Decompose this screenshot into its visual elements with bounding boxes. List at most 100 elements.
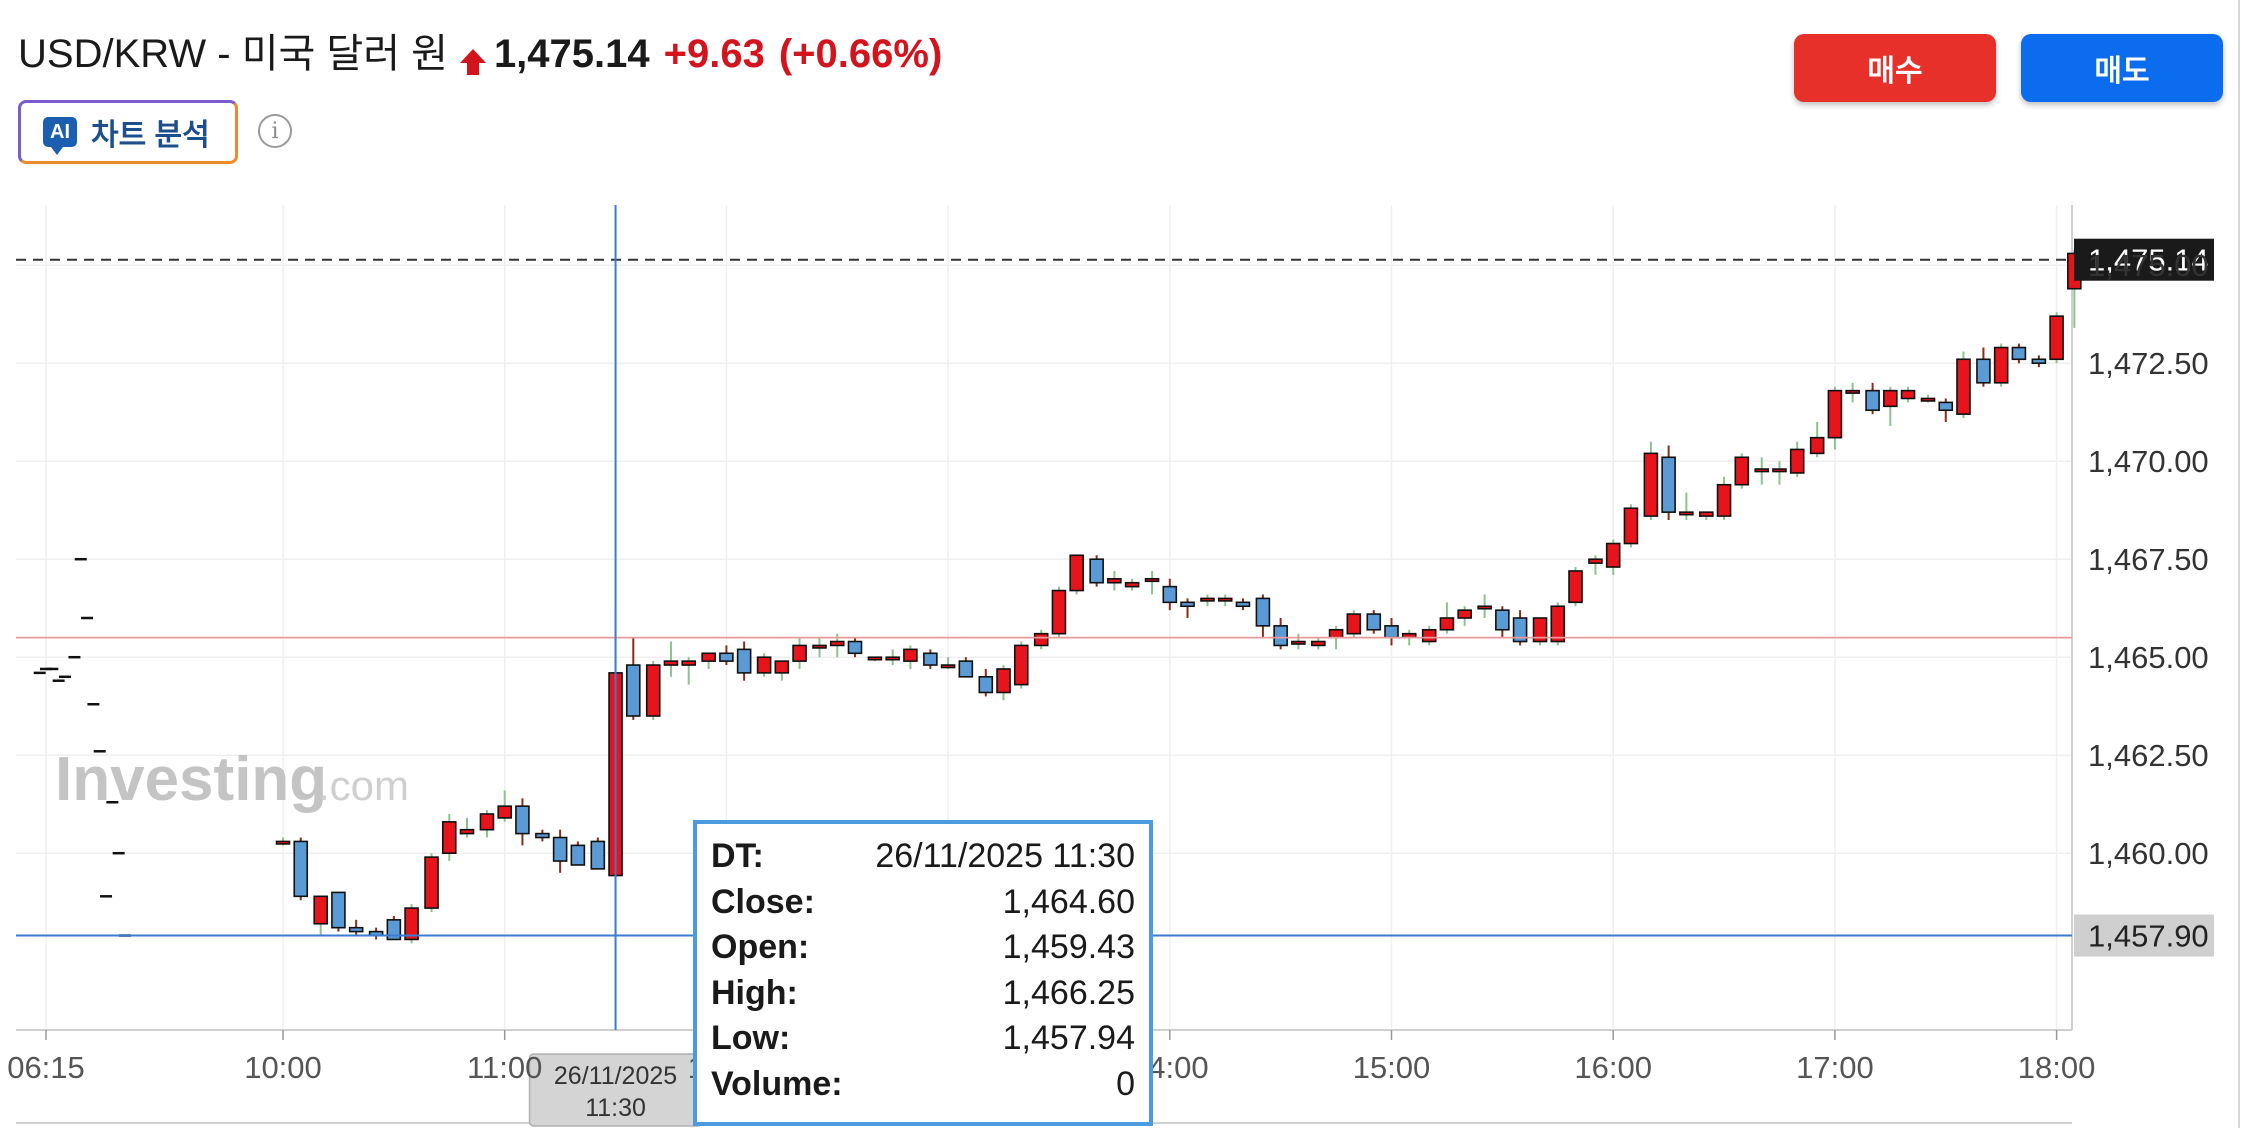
candle — [368, 927, 384, 940]
candle-body — [1920, 397, 1936, 402]
candle — [1827, 386, 1843, 450]
candle — [923, 649, 938, 669]
buy-button[interactable]: 매수 — [1794, 34, 1996, 102]
tooltip-key: Open: — [711, 928, 810, 966]
candle — [1217, 594, 1233, 607]
candle-body — [1568, 570, 1583, 604]
sell-button[interactable]: 매도 — [2021, 34, 2223, 102]
crosshair-time-date: 26/11/2025 — [554, 1062, 677, 1090]
tooltip-value: 0 — [1116, 1064, 1135, 1103]
candle-body — [1255, 597, 1271, 627]
candle — [903, 645, 918, 669]
time-tick-label: 11:00 — [467, 1050, 542, 1085]
candle — [1144, 570, 1160, 595]
crosshair-price-label: 1,457.90 — [2088, 919, 2209, 954]
candle — [1235, 598, 1251, 611]
ai-chart-analysis-label: 차트 분석 — [91, 119, 210, 152]
candle — [1291, 633, 1306, 650]
candle — [1976, 347, 1991, 387]
candle-body — [1180, 601, 1195, 608]
candle — [1162, 578, 1178, 611]
candle-body — [736, 648, 752, 674]
candle — [1993, 343, 2009, 387]
candle — [1568, 567, 1583, 607]
candle — [535, 829, 550, 842]
candle-body — [625, 664, 641, 717]
candle — [1920, 394, 1936, 403]
ai-chart-analysis-button[interactable]: AI 차트 분석 — [18, 100, 238, 164]
candle — [681, 657, 697, 685]
candle — [756, 653, 772, 677]
price-tick-label: 1,475.00 — [2088, 248, 2209, 283]
candle-body — [275, 840, 291, 845]
candle-body — [978, 675, 994, 694]
candle — [645, 661, 661, 720]
candle — [497, 790, 513, 822]
candle-body — [424, 856, 439, 909]
candle-body — [1477, 605, 1492, 610]
candle-body — [1605, 542, 1621, 568]
candle — [663, 641, 679, 677]
candle-body — [441, 821, 457, 855]
tooltip-row: DT: 26/11/2025 11:30 — [711, 834, 1135, 880]
candle-body — [719, 652, 734, 662]
candle — [1772, 461, 1787, 485]
candle — [515, 798, 530, 846]
info-icon[interactable]: i — [258, 114, 292, 148]
candle-body — [1366, 613, 1382, 631]
candle — [1366, 610, 1382, 634]
current-price-label-box — [2074, 238, 2214, 281]
candle-body — [885, 656, 900, 661]
candle-body — [1827, 389, 1843, 439]
candle — [552, 829, 568, 873]
candle-body — [1623, 507, 1639, 545]
candle — [479, 810, 495, 838]
candle-body — [1883, 389, 1898, 408]
candle-body — [903, 648, 918, 662]
price-change-percent: (+0.66%) — [778, 32, 943, 76]
candle-body — [812, 644, 827, 649]
candle — [1643, 441, 1659, 520]
candle-body — [1643, 452, 1659, 517]
candle — [1789, 441, 1805, 477]
candle-body — [829, 640, 845, 647]
candle-body — [1845, 389, 1860, 394]
candle — [1956, 351, 1971, 419]
candle — [331, 891, 346, 932]
candle — [1200, 594, 1215, 607]
candle-body — [1956, 358, 1971, 415]
candle — [701, 652, 716, 669]
candle-body — [645, 664, 661, 717]
candle — [847, 637, 863, 658]
candle-body — [1532, 617, 1548, 643]
candle — [1809, 422, 1825, 458]
candle — [441, 814, 457, 862]
instrument-name: USD/KRW - 미국 달러 원 — [18, 32, 448, 76]
price-tick-label: 1,462.50 — [2088, 738, 2209, 773]
last-price: 1,475.14 — [493, 32, 650, 76]
candle — [313, 895, 328, 936]
candle-body — [479, 813, 495, 831]
candle-body — [2031, 358, 2047, 364]
tooltip-value: 1,464.60 — [1002, 882, 1135, 921]
candle — [2011, 343, 2027, 364]
candle — [1900, 386, 1916, 403]
tooltip-row: Volume: 0 — [711, 1062, 1135, 1108]
candle — [1180, 598, 1195, 618]
candle-body — [1457, 609, 1472, 619]
candle — [570, 841, 586, 866]
time-tick-label: 17:00 — [1796, 1050, 1874, 1085]
candle — [348, 919, 364, 936]
candle-body — [867, 656, 883, 661]
candle — [1512, 610, 1528, 646]
price-tick-label: 1,465.00 — [2088, 640, 2209, 675]
candle — [996, 665, 1011, 701]
candle — [1384, 618, 1399, 646]
candle-body — [497, 805, 513, 819]
tooltip-value: 1,457.94 — [1002, 1019, 1135, 1057]
watermark-brand: Investing — [55, 745, 327, 814]
time-tick-label: 16:00 — [1574, 1050, 1652, 1085]
candle — [1550, 602, 1566, 646]
crosshair-price-box — [2074, 914, 2214, 957]
